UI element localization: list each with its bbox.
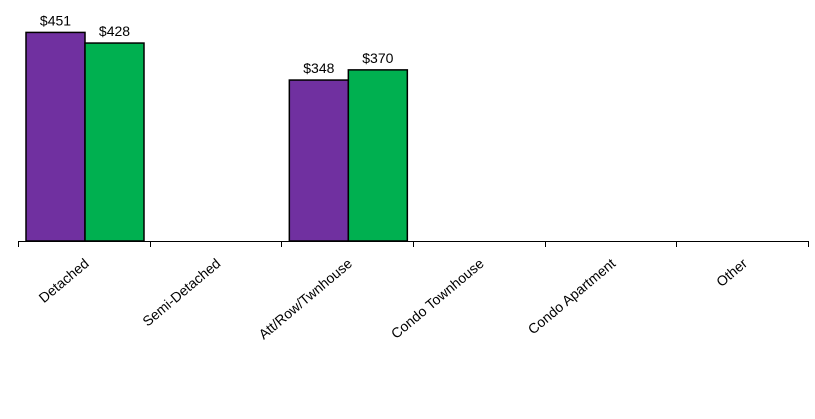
x-tick-label: Condo Townhouse	[388, 255, 487, 342]
data-label: $370	[362, 50, 393, 66]
x-axis-ticks	[18, 241, 809, 247]
bar-detached-s1	[25, 31, 86, 242]
bar-att-row-twnhouse-s1	[288, 79, 350, 242]
data-label: $428	[99, 23, 130, 39]
bar-detached-s2	[84, 42, 145, 242]
x-tick-label: Other	[713, 255, 750, 290]
bars-group	[25, 31, 409, 242]
data-label: $348	[303, 60, 334, 76]
data-label: $451	[40, 12, 71, 28]
data-labels-group: $451 $348 $428 $370	[40, 12, 394, 76]
x-tick-label: Condo Apartment	[525, 255, 619, 337]
x-tick-label: Detached	[36, 255, 92, 306]
x-axis-labels: Detached Semi-Detached Att/Row/Twnhouse Con…	[36, 255, 751, 343]
x-tick-label: Semi-Detached	[139, 255, 223, 329]
x-tick-label: Att/Row/Twnhouse	[255, 255, 355, 342]
bar-att-row-twnhouse-s2	[347, 69, 409, 242]
